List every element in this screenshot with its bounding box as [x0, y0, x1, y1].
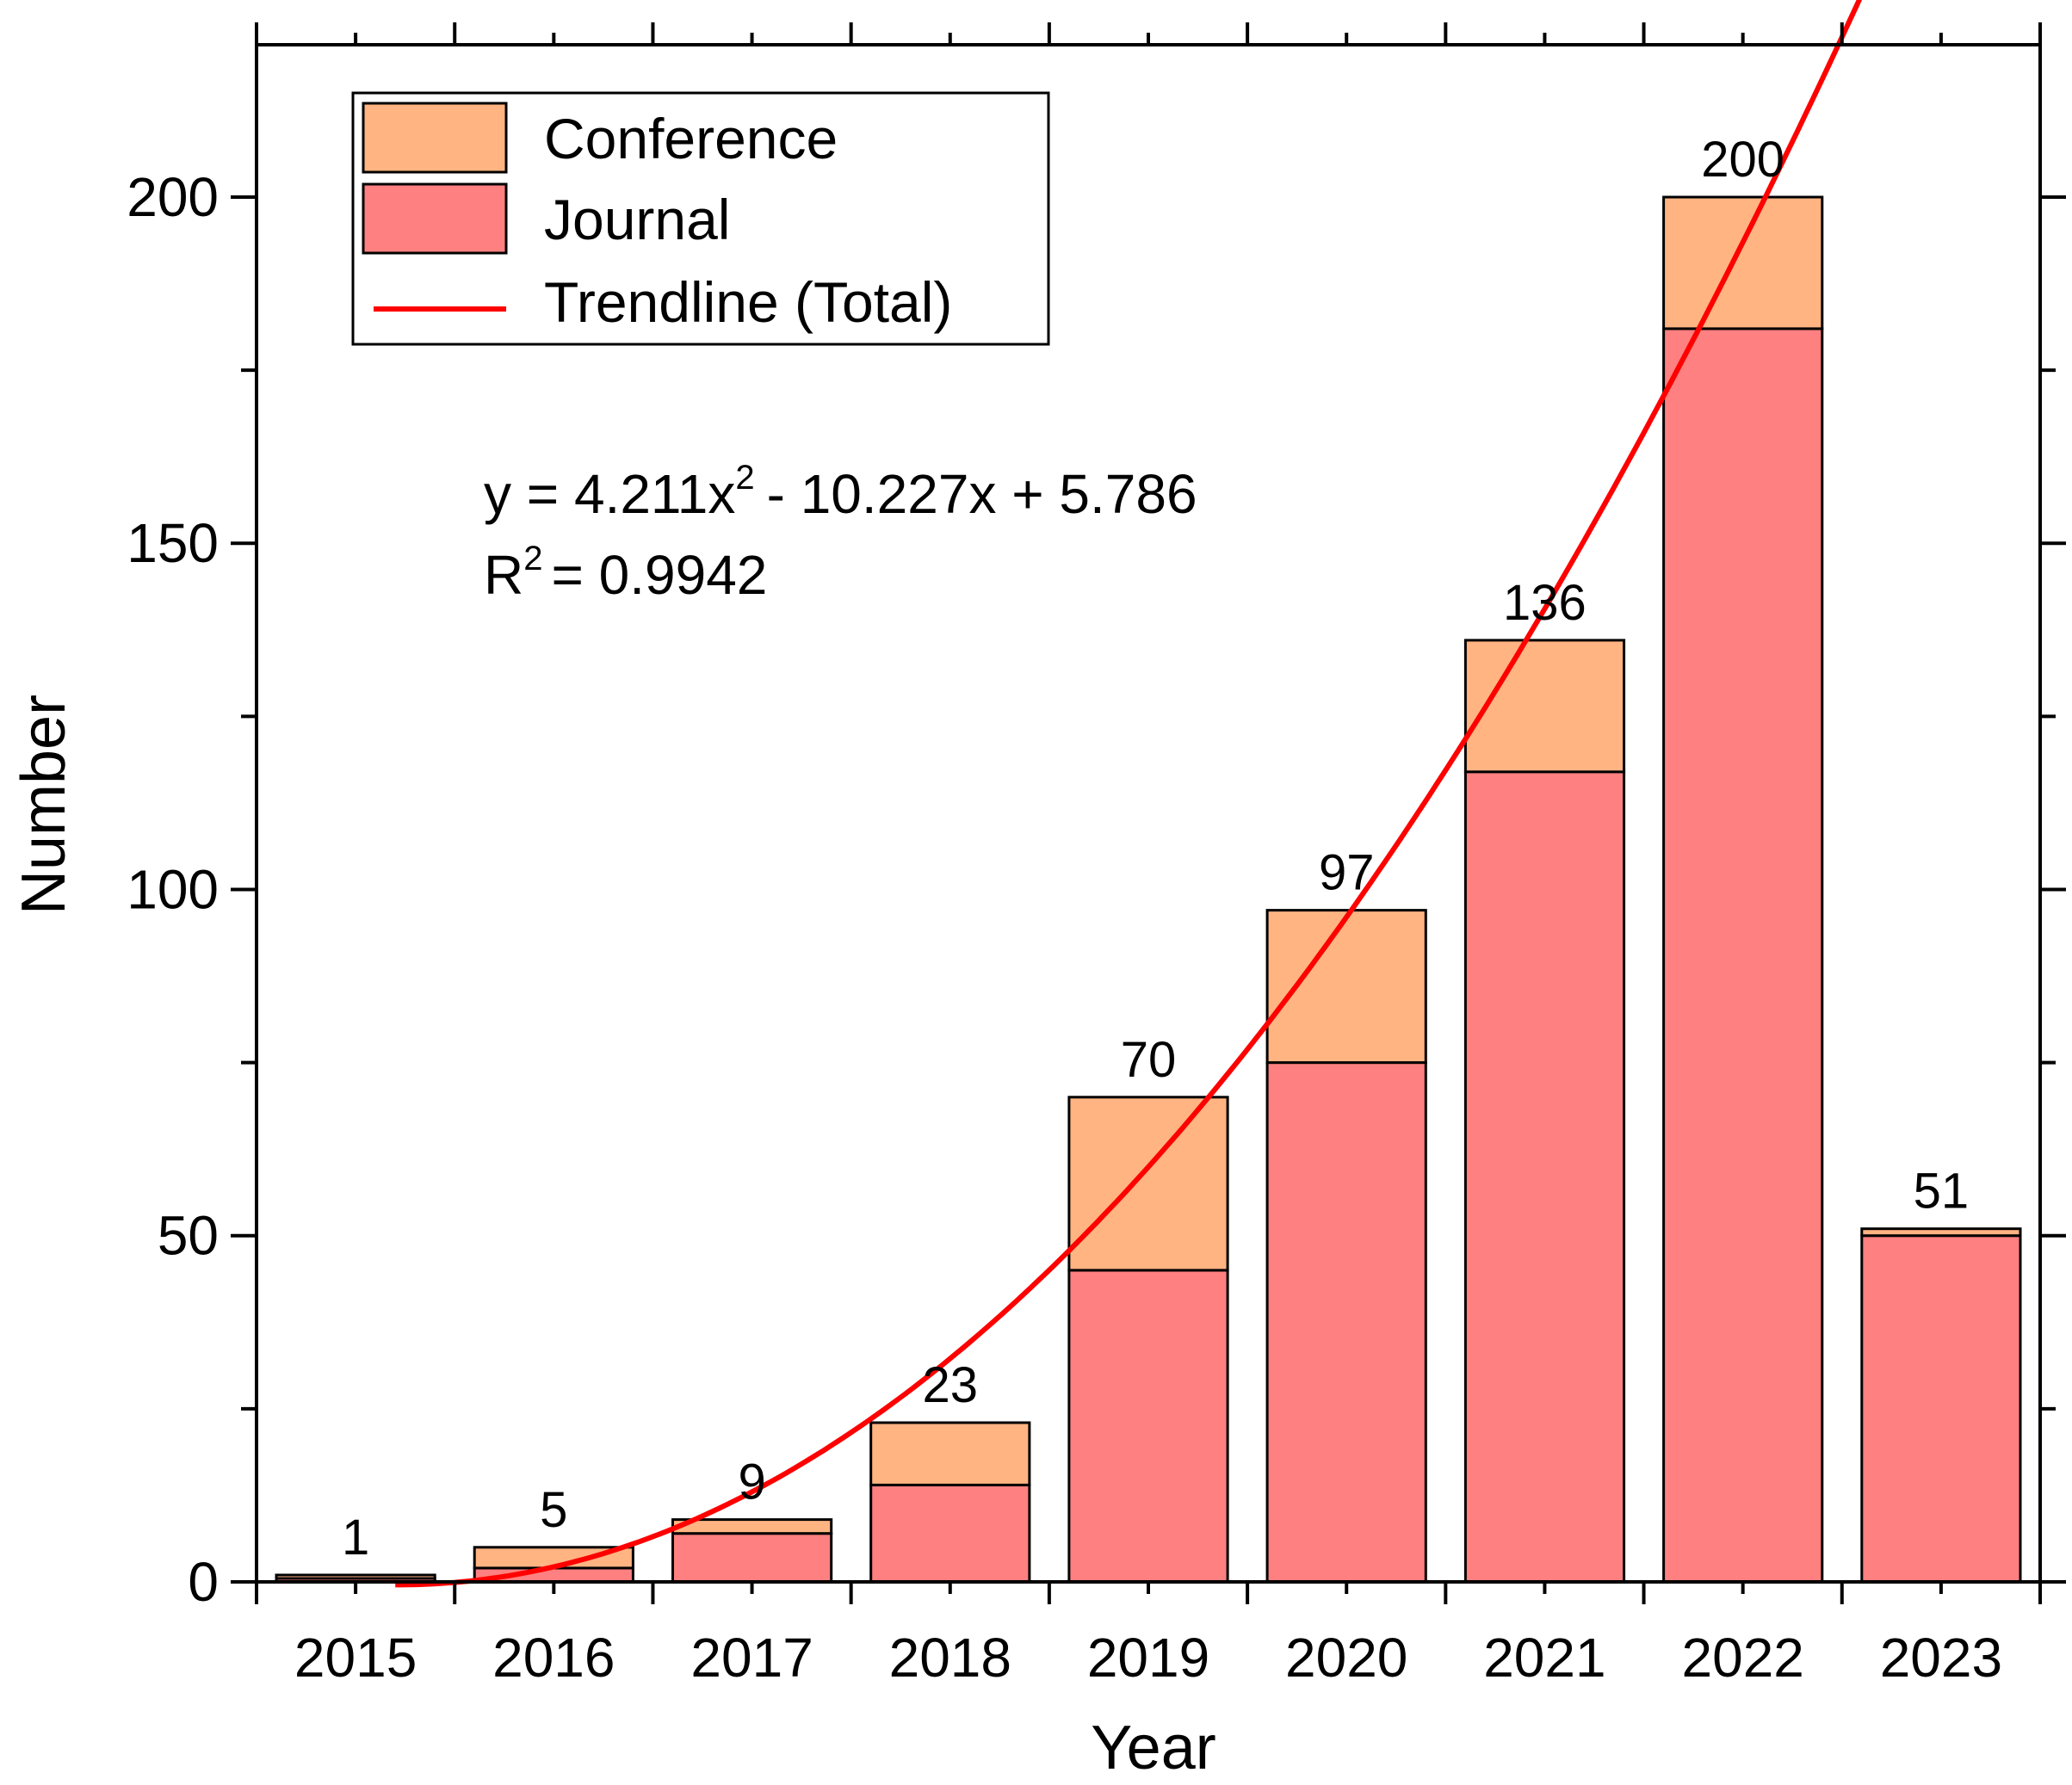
trend-r-squared: R2 = 0.9942 [484, 540, 767, 606]
bar-journal-2022 [1662, 327, 1824, 1584]
x-tick-label-2021: 2021 [1483, 1627, 1605, 1689]
y-axis-title: Number [9, 695, 78, 915]
bar-conference-2017 [671, 1518, 833, 1535]
trend-equation-sup: 2 [735, 459, 754, 497]
bar-conference-2023 [1860, 1227, 2022, 1238]
bar-conference-2018 [869, 1421, 1031, 1486]
x-tick-label-2019: 2019 [1087, 1627, 1209, 1689]
trendline-layer [395, 0, 1863, 1588]
axes-layer: 0 50 100 150 200 2015 2016 2017 2018 2019 2020 2021… [127, 22, 2066, 1689]
bar-journal-2018 [869, 1483, 1031, 1584]
legend-label-trendline: Trendline (Total) [544, 270, 952, 334]
trend-equation-prefix: y = 4.211x [484, 463, 735, 525]
x-tick-label-2016: 2016 [492, 1627, 615, 1689]
trend-equation: y = 4.211x2 - 10.227x + 5.786 [484, 459, 1197, 525]
x-axis-title: Year [1091, 1714, 1215, 1782]
bar-conference-2020 [1265, 909, 1427, 1065]
bar-conference-2021 [1463, 639, 1626, 774]
bar-conference-2022 [1662, 195, 1824, 330]
bar-journal-2017 [671, 1532, 833, 1584]
bar-total-label-2021: 136 [1503, 575, 1586, 631]
x-tick-label-2018: 2018 [889, 1627, 1011, 1689]
bar-total-label-2015: 1 [342, 1510, 369, 1566]
bar-total-label-2017: 9 [738, 1455, 765, 1510]
bars-layer [275, 195, 2022, 1584]
legend-label-journal: Journal [544, 188, 730, 251]
legend-label-conference: Conference [544, 107, 838, 170]
y-tick-label-200: 200 [127, 166, 219, 228]
bar-total-label-2023: 51 [1914, 1164, 1970, 1220]
legend-swatch-conference [362, 102, 508, 174]
trend-r-squared-sup: 2 [523, 540, 542, 578]
bar-total-label-2018: 23 [923, 1357, 979, 1413]
bar-journal-2020 [1265, 1061, 1427, 1584]
bar-conference-2019 [1067, 1096, 1229, 1272]
x-tick-label-2015: 2015 [294, 1627, 417, 1689]
trend-equation-suffix: - 10.227x + 5.786 [767, 463, 1197, 525]
bar-total-label-2020: 97 [1319, 845, 1375, 901]
y-tick-label-0: 0 [188, 1551, 219, 1613]
bar-journal-2023 [1860, 1234, 2022, 1584]
bar-journal-2021 [1463, 770, 1626, 1584]
data-labels-layer: 1 5 9 23 70 97 136 200 51 [342, 132, 1969, 1566]
x-tick-label-2017: 2017 [690, 1627, 813, 1689]
x-tick-label-2023: 2023 [1880, 1627, 2002, 1689]
y-tick-label-150: 150 [127, 512, 219, 574]
x-tick-label-2020: 2020 [1285, 1627, 1407, 1689]
y-tick-label-100: 100 [127, 859, 219, 921]
bar-total-label-2016: 5 [540, 1482, 567, 1538]
trendline-total [395, 0, 1863, 1588]
legend: Conference Journal Trendline (Total) [351, 91, 1050, 346]
x-tick-label-2022: 2022 [1682, 1627, 1804, 1689]
bar-total-label-2022: 200 [1701, 132, 1784, 188]
trend-r-squared-suffix: = 0.9942 [551, 544, 767, 606]
y-tick-label-50: 50 [158, 1205, 219, 1267]
bar-conference-2015 [275, 1573, 436, 1580]
trend-r-squared-prefix: R [484, 544, 523, 606]
legend-swatch-journal [362, 182, 508, 255]
bar-total-label-2019: 70 [1121, 1032, 1177, 1088]
bar-journal-2019 [1067, 1269, 1229, 1584]
